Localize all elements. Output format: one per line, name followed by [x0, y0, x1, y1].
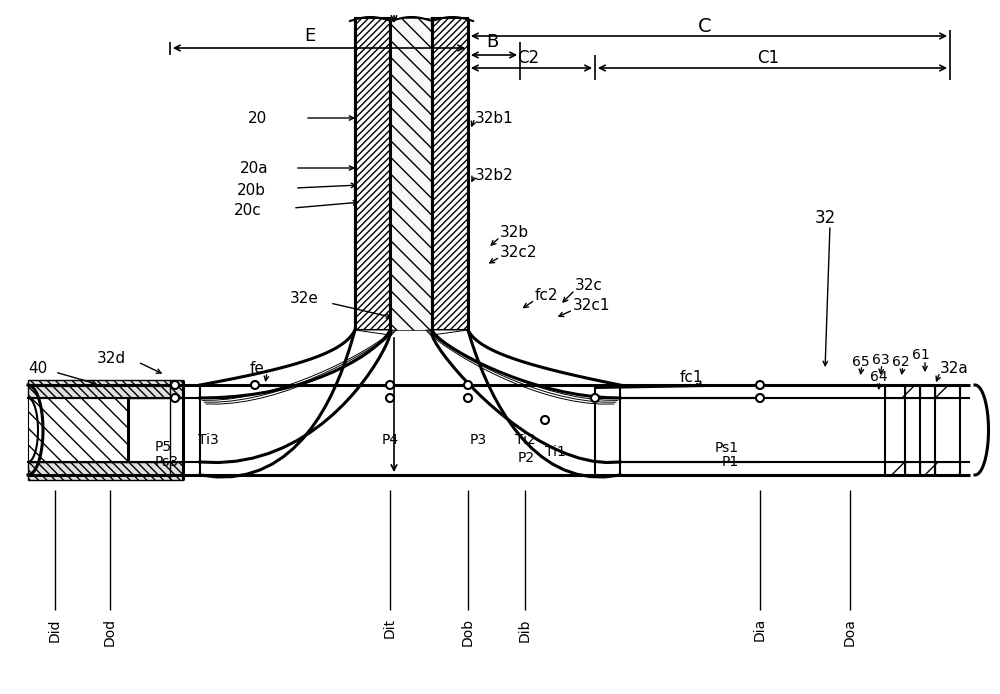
Circle shape: [386, 381, 394, 389]
Text: 32e: 32e: [290, 291, 319, 305]
Text: Ti3: Ti3: [198, 433, 219, 447]
Text: C: C: [698, 17, 712, 35]
Text: 20: 20: [248, 110, 267, 126]
Text: fe: fe: [250, 360, 265, 375]
Polygon shape: [200, 330, 390, 477]
Text: 64: 64: [870, 370, 888, 384]
Bar: [905, 385, 920, 398]
Bar: [28, 398, 228, 462]
Text: Ps1: Ps1: [715, 441, 739, 455]
Circle shape: [386, 394, 394, 402]
Text: Doa: Doa: [843, 618, 857, 646]
Bar: [935, 462, 960, 475]
Text: Dia: Dia: [753, 618, 767, 641]
Text: E: E: [304, 27, 316, 45]
Text: 20b: 20b: [237, 183, 266, 198]
Text: B: B: [486, 33, 498, 51]
Text: C2: C2: [517, 49, 539, 67]
Polygon shape: [200, 330, 390, 398]
Bar: [620, 462, 940, 475]
Text: fc1: fc1: [680, 369, 704, 384]
Bar: [620, 398, 940, 462]
Text: 32: 32: [815, 209, 836, 227]
Bar: [920, 462, 935, 475]
Text: 32b: 32b: [500, 224, 529, 239]
Text: P5: P5: [155, 440, 172, 454]
Circle shape: [541, 416, 549, 424]
Text: C1: C1: [757, 49, 779, 67]
Text: 20a: 20a: [240, 160, 269, 176]
Text: Ti1: Ti1: [545, 445, 566, 459]
Bar: [28, 385, 228, 398]
Text: 32c: 32c: [575, 278, 603, 292]
Text: P2: P2: [518, 451, 535, 465]
Circle shape: [464, 381, 472, 389]
Text: 32b2: 32b2: [475, 167, 514, 183]
Bar: [28, 462, 228, 475]
Text: 32b1: 32b1: [475, 110, 514, 126]
Text: Dit: Dit: [383, 618, 397, 638]
Bar: [885, 462, 905, 475]
Text: 40: 40: [28, 360, 47, 375]
Bar: [905, 462, 920, 475]
Text: 32a: 32a: [940, 360, 969, 375]
Text: Ps3: Ps3: [155, 455, 179, 469]
Bar: [935, 385, 960, 398]
Circle shape: [171, 381, 179, 389]
Bar: [28, 462, 183, 480]
Text: Dob: Dob: [461, 618, 475, 646]
Bar: [620, 385, 940, 398]
Text: 32c1: 32c1: [573, 298, 610, 312]
Text: Ti2: Ti2: [515, 433, 536, 447]
Circle shape: [464, 394, 472, 402]
Bar: [355, 18, 390, 330]
Circle shape: [591, 394, 599, 402]
Text: 32c2: 32c2: [500, 244, 538, 260]
Text: P3: P3: [470, 433, 487, 447]
Text: Dod: Dod: [103, 618, 117, 646]
Text: P1: P1: [722, 455, 739, 469]
Circle shape: [251, 381, 259, 389]
Bar: [432, 18, 468, 330]
Text: 32d: 32d: [97, 350, 126, 366]
Bar: [28, 398, 128, 462]
Polygon shape: [432, 330, 620, 398]
Text: 61: 61: [912, 348, 930, 362]
Text: Did: Did: [48, 618, 62, 641]
Text: 20c: 20c: [234, 203, 262, 217]
Text: 63: 63: [872, 353, 890, 367]
Circle shape: [756, 394, 764, 402]
Text: fc2: fc2: [535, 287, 558, 303]
Polygon shape: [432, 330, 620, 477]
Text: 65: 65: [852, 355, 870, 369]
Circle shape: [171, 394, 179, 402]
Bar: [390, 18, 432, 330]
Text: 62: 62: [892, 355, 910, 369]
Text: Dib: Dib: [518, 618, 532, 641]
Circle shape: [756, 381, 764, 389]
Bar: [28, 380, 183, 398]
Bar: [920, 385, 935, 398]
Bar: [885, 385, 905, 398]
Text: P4: P4: [382, 433, 399, 447]
Polygon shape: [200, 330, 620, 463]
